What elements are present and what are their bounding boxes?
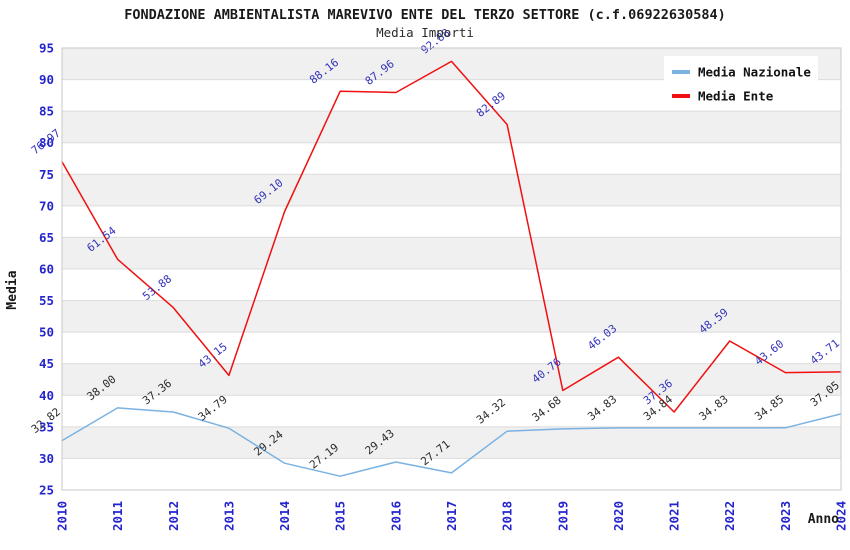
y-tick-label: 30 xyxy=(39,451,54,466)
x-tick-label: 2010 xyxy=(55,501,70,531)
legend-entry-media-nazionale: Media Nazionale xyxy=(672,65,811,80)
series-line-media-ente xyxy=(61,60,842,413)
y-tick-label: 85 xyxy=(39,104,54,119)
plot-band xyxy=(62,426,841,459)
y-tick-label: 40 xyxy=(39,388,54,403)
y-tick-label: 80 xyxy=(39,135,54,150)
y-tick-label: 75 xyxy=(39,167,54,182)
y-tick-label: 90 xyxy=(39,72,54,87)
x-tick-label: 2021 xyxy=(667,501,682,531)
y-tick-label: 25 xyxy=(39,483,54,498)
y-tick-label: 55 xyxy=(39,293,54,308)
x-tick-label: 2020 xyxy=(611,501,626,531)
x-axis-title: Anno xyxy=(808,512,839,527)
series-line-media-nazionale xyxy=(61,407,842,477)
x-tick-label: 2018 xyxy=(500,501,515,531)
legend-label: Media Nazionale xyxy=(698,65,811,80)
chart-title: FONDAZIONE AMBIENTALISTA MAREVIVO ENTE D… xyxy=(124,7,725,23)
y-tick-label: 35 xyxy=(39,419,54,434)
plot-band xyxy=(62,300,841,333)
x-tick-label: 2019 xyxy=(555,501,570,531)
x-tick-label: 2024 xyxy=(834,501,849,531)
plot-band xyxy=(62,332,841,364)
x-tick-label: 2012 xyxy=(166,501,181,531)
legend-entry-media-ente: Media Ente xyxy=(672,89,774,104)
x-tick-label: 2017 xyxy=(444,501,459,531)
y-tick-label: 65 xyxy=(39,230,54,245)
y-tick-label: 95 xyxy=(39,41,54,56)
x-tick-label: 2014 xyxy=(277,501,292,531)
x-tick-label: 2011 xyxy=(110,501,125,531)
y-tick-label: 70 xyxy=(39,198,54,213)
plot-band xyxy=(62,269,841,301)
plot-band xyxy=(62,458,841,490)
y-tick-label: 45 xyxy=(39,356,54,371)
x-tick-label: 2016 xyxy=(388,501,403,531)
y-tick-label: 60 xyxy=(39,262,54,277)
plot-border xyxy=(61,47,842,491)
plot-band xyxy=(62,205,841,238)
plot-band xyxy=(62,174,841,206)
legend: Media Nazionale Media Ente xyxy=(664,56,818,106)
plot-band xyxy=(62,111,841,143)
legend-label: Media Ente xyxy=(698,89,774,104)
y-tick-label: 50 xyxy=(39,325,54,340)
plot-band xyxy=(62,395,841,427)
plot-band xyxy=(62,363,841,396)
chart-subtitle: Media Importi xyxy=(376,25,474,40)
x-tick-label: 2023 xyxy=(778,501,793,531)
x-tick-label: 2022 xyxy=(722,501,737,531)
x-tick-label: 2013 xyxy=(221,501,236,531)
plot-band xyxy=(62,142,841,175)
x-tick-label: 2015 xyxy=(333,501,348,531)
y-axis-title: Media xyxy=(5,270,20,309)
plot-band xyxy=(62,237,841,269)
